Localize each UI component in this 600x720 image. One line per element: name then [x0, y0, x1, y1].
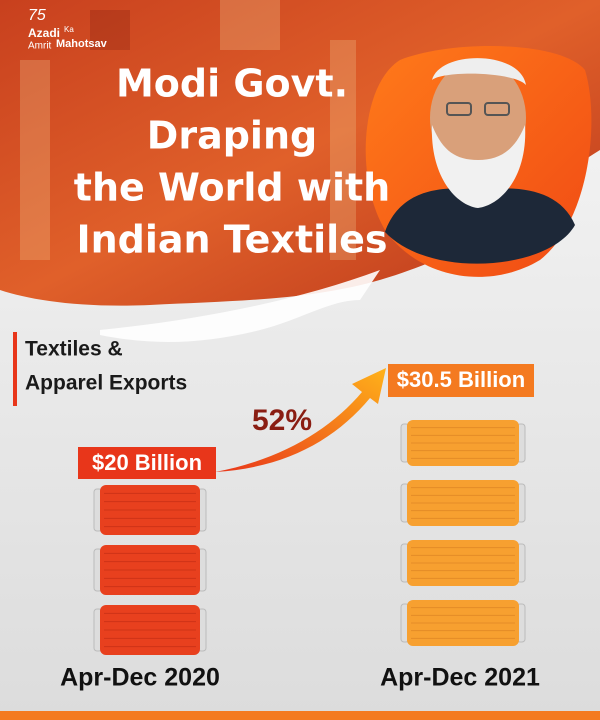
value-label: $30.5 Billion: [397, 367, 525, 392]
subtitle-line: Apparel Exports: [25, 372, 187, 395]
subtitle-bar: [13, 332, 17, 406]
spool-part: [407, 540, 519, 586]
spool-part: [407, 420, 519, 466]
growth-label: 52%: [252, 404, 312, 437]
logo-number: 75: [28, 7, 46, 24]
backdrop-texture: [20, 0, 356, 260]
logo-word: Ka: [64, 25, 74, 34]
footer-stripe: [0, 711, 600, 720]
portrait: [385, 58, 575, 264]
subtitle-line: Textiles &: [25, 338, 123, 361]
title-line: Modi Govt.: [116, 62, 348, 106]
swoosh: [100, 270, 380, 342]
growth-arrow: [215, 368, 386, 472]
title-line: Indian Textiles: [76, 218, 387, 262]
title-line: Draping: [147, 114, 317, 158]
spools: [93, 420, 526, 655]
spool-part: [407, 600, 519, 646]
logo: 75 Azadi Ka Amrit Mahotsav: [28, 7, 108, 51]
value-box: [78, 447, 216, 479]
logo-word: Azadi: [28, 26, 60, 40]
value-box: [388, 364, 534, 397]
period-label: Apr-Dec 2021: [380, 664, 540, 692]
title-line: the World with: [74, 166, 390, 210]
spool-part: [100, 485, 200, 535]
period-label: Apr-Dec 2020: [60, 664, 220, 692]
spool-part: [100, 545, 200, 595]
logo-word: Mahotsav: [56, 38, 108, 50]
logo-word: Amrit: [28, 41, 52, 52]
value-label: $20 Billion: [92, 450, 202, 475]
spool-part: [407, 480, 519, 526]
spool-part: [100, 605, 200, 655]
